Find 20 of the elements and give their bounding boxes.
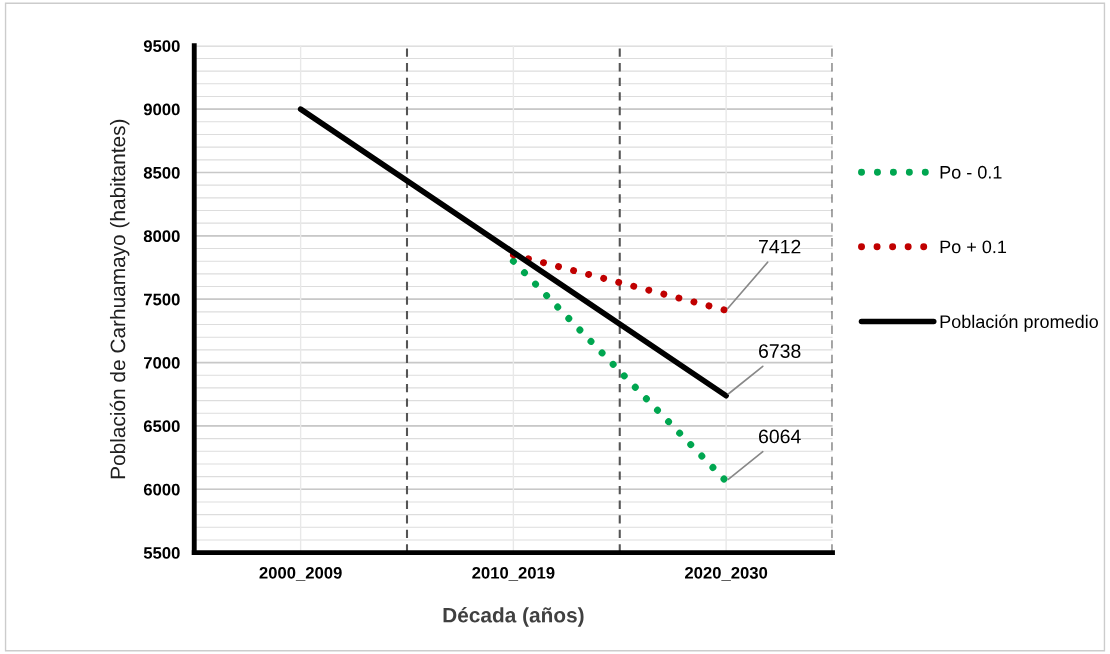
y-tick-label: 8000 (143, 230, 180, 243)
x-tick-label: 2010_2019 (472, 566, 555, 581)
y-tick-label: 9500 (143, 40, 180, 52)
x-axis-title: Década (años) (443, 607, 584, 627)
y-tick-label: 7500 (144, 293, 180, 306)
y-tick-label: 8500 (143, 166, 180, 179)
x-tick-label: 2000_2009 (259, 566, 342, 581)
y-axis-title: Población de Carhuamayo (habitantes) (109, 119, 130, 479)
legend-label: Población promedio (940, 314, 1098, 332)
annotation: 7412 (759, 239, 801, 254)
y-tick-label: 7000 (144, 356, 180, 369)
y-tick-label: 5500 (143, 547, 180, 559)
y-tick-label: 6000 (143, 483, 180, 496)
y-tick-label: 9000 (143, 103, 180, 116)
x-tick-label: 2020_2030 (685, 566, 768, 581)
y-tick-label: 6500 (143, 420, 180, 433)
legend-label: Po - 0.1 (940, 165, 1002, 179)
annotation: 6738 (759, 344, 801, 358)
annotation: 6064 (759, 429, 801, 444)
legend-label: Po + 0.1 (940, 240, 1007, 254)
